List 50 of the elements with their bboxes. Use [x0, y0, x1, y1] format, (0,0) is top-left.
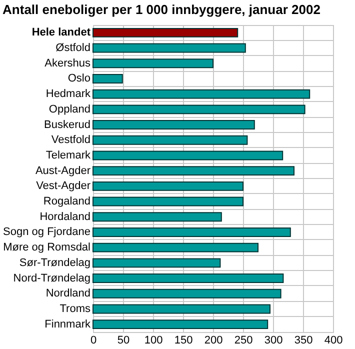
bar: [92, 320, 268, 330]
y-tick-label: Telemark: [46, 149, 91, 162]
x-tick-label: 200: [204, 334, 223, 346]
x-tick-label: 300: [264, 334, 283, 346]
bar: [92, 89, 310, 99]
y-tick-label: Buskerud: [44, 118, 90, 131]
y-tick-label: Akershus: [44, 57, 91, 70]
bar: [92, 212, 222, 222]
bar: [92, 166, 294, 176]
y-tick-label: Sør-Trøndelag: [19, 256, 90, 269]
y-tick-label: Aust-Agder: [35, 164, 91, 177]
bar: [92, 58, 214, 68]
x-tick-label: 100: [144, 334, 163, 346]
y-tick-label: Vest-Agder: [36, 180, 91, 192]
y-tick-label: Troms: [60, 302, 91, 315]
x-tick-label: 50: [117, 334, 130, 346]
y-tick-label: Hordaland: [40, 210, 90, 223]
bar: [92, 74, 123, 84]
y-tick-label: Oslo: [68, 72, 90, 85]
y-tick-label: Hedmark: [46, 88, 91, 100]
x-tick-label: 150: [174, 334, 193, 346]
bar: [92, 242, 258, 252]
bar: [92, 120, 255, 130]
x-tick-label: 350: [294, 334, 313, 346]
y-tick-label: Nordland: [46, 288, 90, 300]
y-tick-label: Finnmark: [44, 318, 91, 330]
y-tick-label: Rogaland: [43, 196, 90, 208]
y-tick-label: Møre og Romsdal: [3, 242, 90, 254]
bar: [92, 135, 248, 145]
bar: [92, 196, 244, 206]
bar: [92, 304, 270, 314]
bar: [92, 150, 284, 160]
x-tick-label: 250: [234, 334, 253, 346]
x-tick-label: 0: [90, 334, 97, 346]
y-tick-label: Vestfold: [51, 134, 90, 146]
x-tick-label: 400: [324, 334, 343, 346]
y-tick-label: Østfold: [56, 42, 90, 54]
bar: [92, 43, 246, 53]
chart-title: Antall eneboliger per 1 000 innbyggere, januar 2002: [2, 2, 320, 17]
y-tick-label: Sogn og Fjordane: [3, 226, 90, 238]
bar: [92, 258, 221, 268]
y-tick-label: Hele landet: [32, 26, 91, 39]
bar: [92, 228, 291, 237]
bar: [92, 28, 238, 38]
bar: [92, 274, 284, 283]
bar: [92, 288, 282, 298]
bar: [92, 104, 306, 114]
y-tick-label: Nord-Trøndelag: [13, 272, 90, 284]
bar: [92, 181, 244, 191]
y-tick-label: Oppland: [48, 103, 90, 116]
